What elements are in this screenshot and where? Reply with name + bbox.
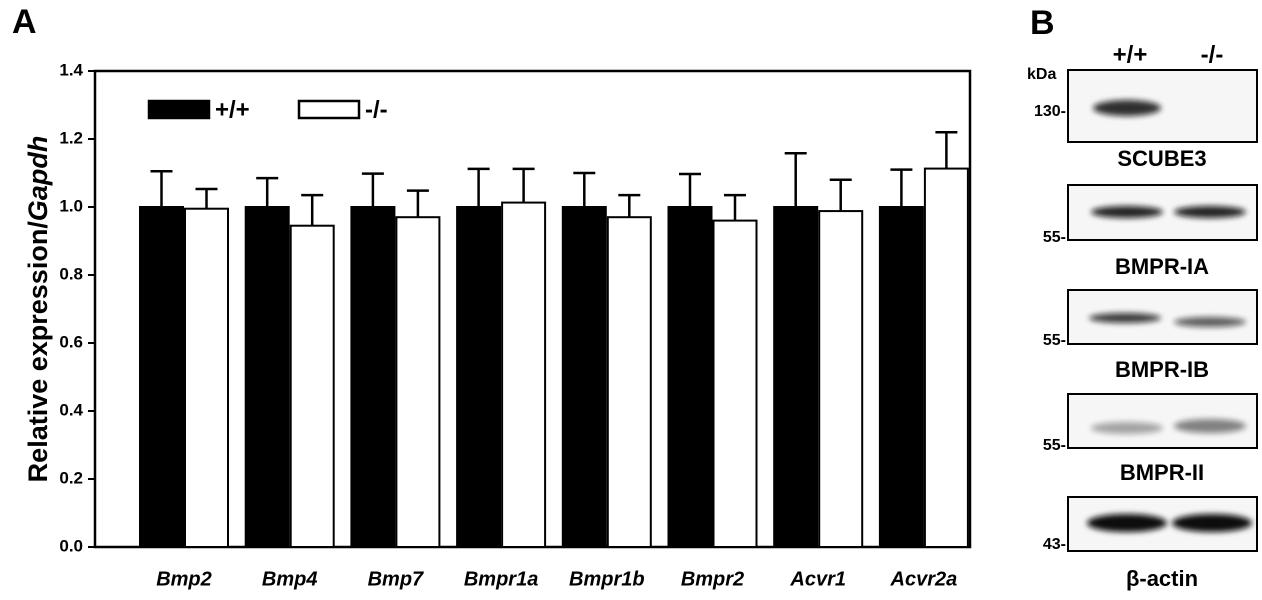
- lane-label: +/+: [1113, 41, 1148, 68]
- blot-band: [1087, 514, 1167, 532]
- blot-band: [1093, 100, 1161, 116]
- legend-label: +/+: [215, 96, 250, 123]
- kda-label: kDa: [1027, 66, 1056, 83]
- marker-label: 43-: [1043, 536, 1066, 553]
- blot-band: [1174, 317, 1246, 327]
- x-tick-label: Bmpr1a: [464, 568, 538, 590]
- y-tick-label: 1.4: [59, 60, 83, 79]
- y-tick-label: 0.0: [59, 536, 83, 555]
- marker-label: 130-: [1034, 103, 1066, 120]
- x-tick-label: Bmp2: [156, 568, 212, 590]
- x-tick-label: Bmpr2: [681, 568, 744, 590]
- blot-band: [1172, 514, 1252, 532]
- band-label: β-actin: [1126, 566, 1198, 591]
- y-axis-label-italic: Gapdh: [23, 136, 53, 222]
- y-tick-label: 0.4: [59, 400, 83, 419]
- bar: [669, 207, 712, 547]
- blot-band: [1091, 206, 1163, 218]
- band-label: SCUBE3: [1117, 146, 1206, 171]
- y-tick-label: 1.0: [59, 196, 83, 215]
- bar: [351, 207, 394, 547]
- y-tick-label: 1.2: [59, 128, 83, 147]
- bar: [774, 207, 817, 547]
- x-tick-label: Acvr2a: [890, 568, 958, 590]
- bar: [925, 169, 968, 547]
- bar: [608, 217, 651, 547]
- y-axis-label-text: Relative expression/: [23, 221, 53, 483]
- panel-label: B: [1030, 4, 1055, 42]
- bar: [185, 209, 228, 547]
- blot-band: [1091, 422, 1163, 434]
- figure: A Relative expression/Gapdh B 0.0 0.2 0.4 0…: [0, 0, 1262, 600]
- lane-label: -/-: [1201, 41, 1224, 68]
- bar: [396, 217, 439, 547]
- y-tick-label: 0.2: [59, 468, 83, 487]
- panel-label: A: [12, 3, 37, 41]
- x-tick-label: Acvr1: [789, 568, 846, 590]
- bar: [291, 226, 334, 547]
- y-axis-label: Relative expression/Gapdh: [23, 136, 53, 483]
- x-tick-label: Bmpr1b: [569, 568, 645, 590]
- band-label: BMPR-IA: [1115, 254, 1209, 279]
- marker-label: 55-: [1043, 437, 1066, 454]
- legend-swatch: [299, 101, 359, 118]
- x-tick-label: Bmp4: [262, 568, 318, 590]
- bar: [563, 207, 606, 547]
- band-label: BMPR-IB: [1115, 357, 1209, 382]
- legend-label: -/-: [365, 96, 388, 123]
- bar: [140, 207, 183, 547]
- marker-label: 55-: [1043, 332, 1066, 349]
- legend-swatch: [149, 101, 209, 118]
- band-label: BMPR-II: [1120, 460, 1204, 485]
- bar: [502, 203, 545, 547]
- bar: [246, 207, 289, 547]
- bar: [714, 221, 757, 547]
- marker-label: 55-: [1043, 229, 1066, 246]
- blot-band: [1174, 206, 1246, 218]
- blot-band: [1089, 313, 1161, 323]
- bar: [457, 207, 500, 547]
- blot-band: [1174, 419, 1246, 433]
- bar: [819, 211, 862, 547]
- y-tick-label: 0.8: [59, 264, 83, 283]
- x-tick-label: Bmp7: [368, 568, 424, 590]
- bar: [880, 207, 923, 547]
- y-tick-label: 0.6: [59, 332, 83, 351]
